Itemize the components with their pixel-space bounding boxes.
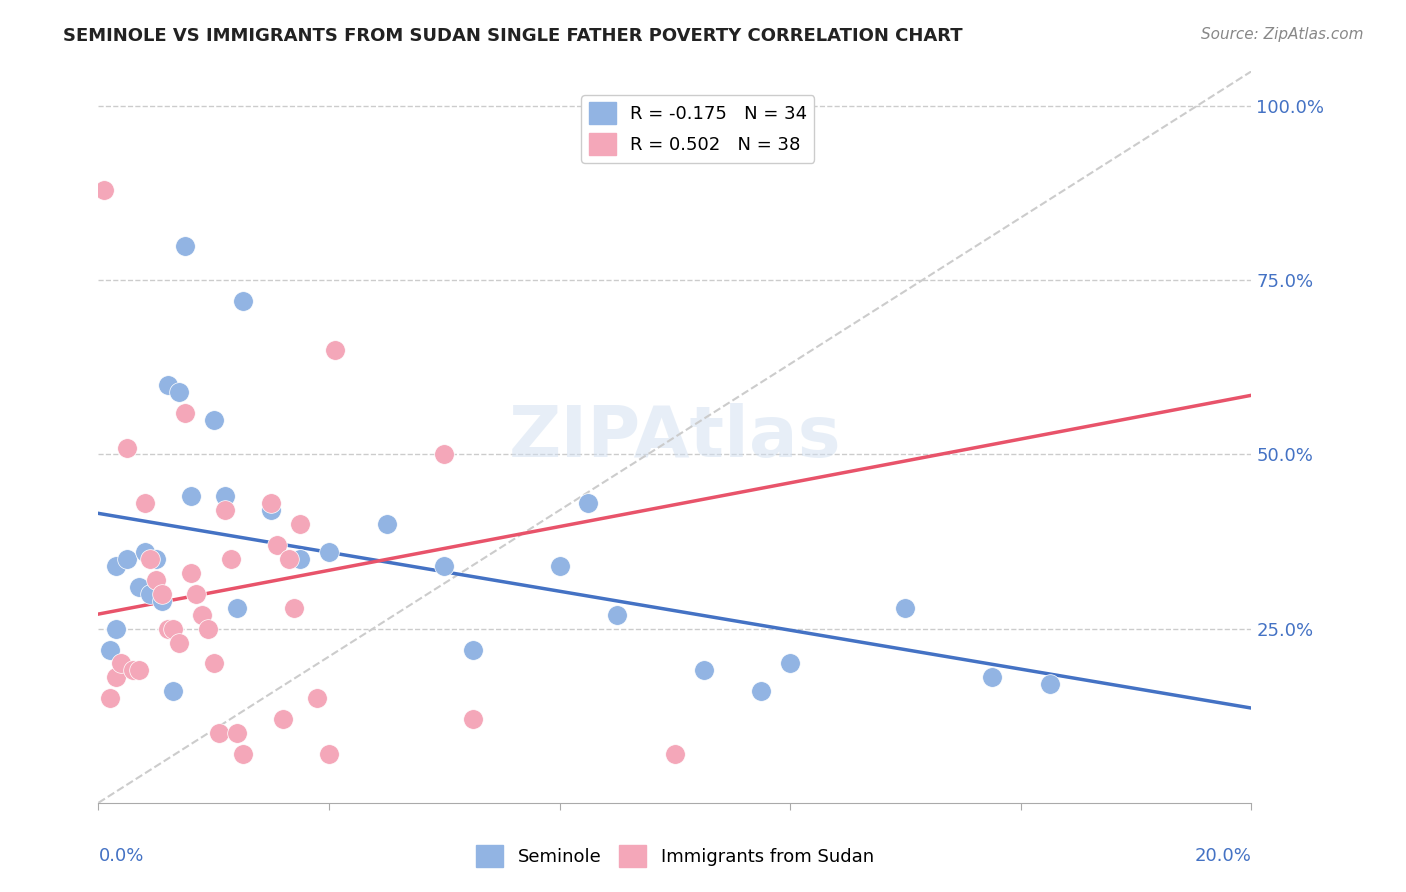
Point [433, 558, 456, 573]
Point [779, 657, 801, 671]
Point [156, 622, 179, 636]
Point [104, 670, 127, 684]
Point [318, 747, 340, 761]
Point [202, 657, 225, 671]
Point [266, 538, 288, 552]
Text: SEMINOLE VS IMMIGRANTS FROM SUDAN SINGLE FATHER POVERTY CORRELATION CHART: SEMINOLE VS IMMIGRANTS FROM SUDAN SINGLE… [63, 27, 963, 45]
Point [117, 441, 139, 455]
Point [104, 622, 127, 636]
Point [214, 503, 236, 517]
Point [150, 594, 173, 608]
Point [162, 684, 184, 698]
Point [197, 622, 219, 636]
Point [290, 517, 312, 532]
Point [110, 657, 132, 671]
Point [461, 642, 484, 657]
Point [433, 448, 456, 462]
Point [307, 691, 329, 706]
Point [117, 552, 139, 566]
Point [191, 607, 214, 622]
Point [93, 183, 115, 197]
Point [779, 134, 801, 148]
Point [283, 600, 305, 615]
Point [156, 377, 179, 392]
Point [180, 489, 202, 503]
Point [323, 343, 346, 357]
Point [174, 406, 197, 420]
Point [134, 545, 156, 559]
Point [128, 664, 150, 678]
Point [231, 294, 254, 309]
Point [375, 517, 398, 532]
Point [548, 558, 571, 573]
Point [145, 573, 167, 587]
Point [260, 503, 283, 517]
Point [162, 622, 184, 636]
Point [231, 747, 254, 761]
Point [128, 580, 150, 594]
Point [606, 607, 628, 622]
Point [167, 635, 190, 649]
Point [225, 600, 247, 615]
Point [277, 552, 299, 566]
Point [271, 712, 294, 726]
Point [202, 412, 225, 426]
Point [104, 558, 127, 573]
Point [150, 587, 173, 601]
Point [98, 691, 121, 706]
Point [174, 238, 197, 252]
Point [751, 684, 773, 698]
Point [214, 489, 236, 503]
Point [981, 670, 1004, 684]
Text: 0.0%: 0.0% [98, 847, 143, 864]
Text: 20.0%: 20.0% [1195, 847, 1251, 864]
Point [139, 552, 162, 566]
Point [208, 726, 231, 740]
Point [180, 566, 202, 580]
Legend: Seminole, Immigrants from Sudan: Seminole, Immigrants from Sudan [468, 838, 882, 874]
Point [1038, 677, 1062, 691]
Point [134, 496, 156, 510]
Point [139, 587, 162, 601]
Point [461, 712, 484, 726]
Point [693, 664, 716, 678]
Point [186, 587, 208, 601]
Point [191, 607, 214, 622]
Point [145, 552, 167, 566]
Point [98, 642, 121, 657]
Text: Source: ZipAtlas.com: Source: ZipAtlas.com [1201, 27, 1364, 42]
Point [167, 384, 190, 399]
Point [664, 747, 686, 761]
Point [225, 726, 247, 740]
Point [894, 600, 917, 615]
Text: ZIPAtlas: ZIPAtlas [509, 402, 841, 472]
Point [290, 552, 312, 566]
Point [122, 664, 145, 678]
Point [260, 496, 283, 510]
Point [578, 496, 600, 510]
Point [318, 545, 340, 559]
Point [219, 552, 242, 566]
Legend: R = -0.175   N = 34, R = 0.502   N = 38: R = -0.175 N = 34, R = 0.502 N = 38 [582, 95, 814, 162]
